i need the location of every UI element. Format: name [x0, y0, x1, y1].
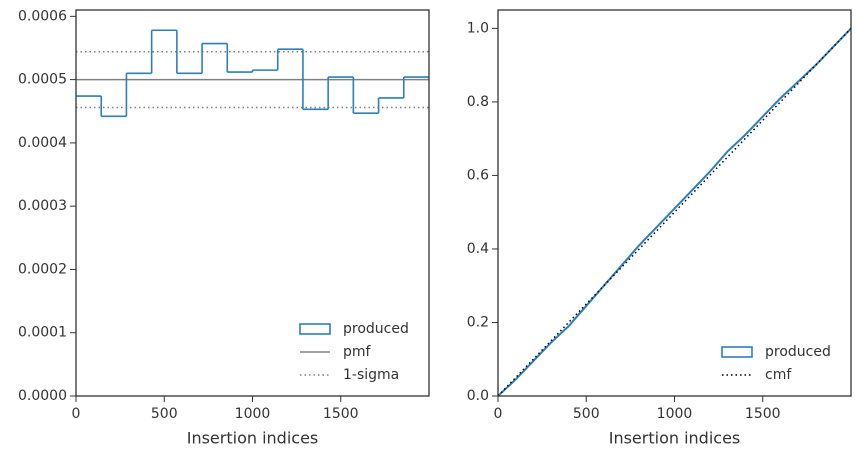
- series-line: [497, 27, 852, 397]
- legend-label: produced: [343, 321, 409, 337]
- y-tick-label: 0.0002: [18, 261, 67, 277]
- x-axis-label: Insertion indices: [187, 429, 319, 448]
- x-tick-label: 0: [72, 406, 81, 422]
- y-tick-label: 1.0: [467, 20, 489, 36]
- x-tick-label: 500: [151, 406, 178, 422]
- legend-marker: [721, 346, 753, 358]
- series-line: [497, 27, 852, 397]
- y-tick-label: 0.0005: [18, 72, 67, 88]
- y-tick-label: 0.0001: [18, 325, 67, 341]
- y-tick-label: 0.4: [467, 241, 489, 257]
- plot-frame: [497, 9, 852, 397]
- y-tick-label: 0.0003: [18, 198, 67, 214]
- y-tick-label: 0.0000: [18, 388, 67, 404]
- x-tick-label: 1000: [657, 406, 693, 422]
- x-tick-label: 500: [573, 406, 600, 422]
- y-tick-label: 0.6: [467, 167, 489, 183]
- legend-marker: [299, 323, 331, 335]
- x-axis-label: Insertion indices: [609, 429, 741, 448]
- y-tick-label: 0.2: [467, 314, 489, 330]
- x-tick-label: 1500: [323, 406, 359, 422]
- x-tick-label: 1000: [235, 406, 271, 422]
- y-tick-label: 0.0006: [18, 8, 67, 24]
- legend-label: 1-sigma: [343, 367, 399, 383]
- plot-frame: [75, 9, 430, 397]
- legend-label: pmf: [343, 344, 372, 360]
- y-tick-label: 0.0: [467, 388, 489, 404]
- y-tick-label: 0.0004: [18, 135, 67, 151]
- y-tick-label: 0.8: [467, 94, 489, 110]
- legend-label: cmf: [765, 367, 792, 383]
- x-tick-label: 1500: [745, 406, 781, 422]
- legend-label: produced: [765, 344, 831, 360]
- x-tick-label: 0: [494, 406, 503, 422]
